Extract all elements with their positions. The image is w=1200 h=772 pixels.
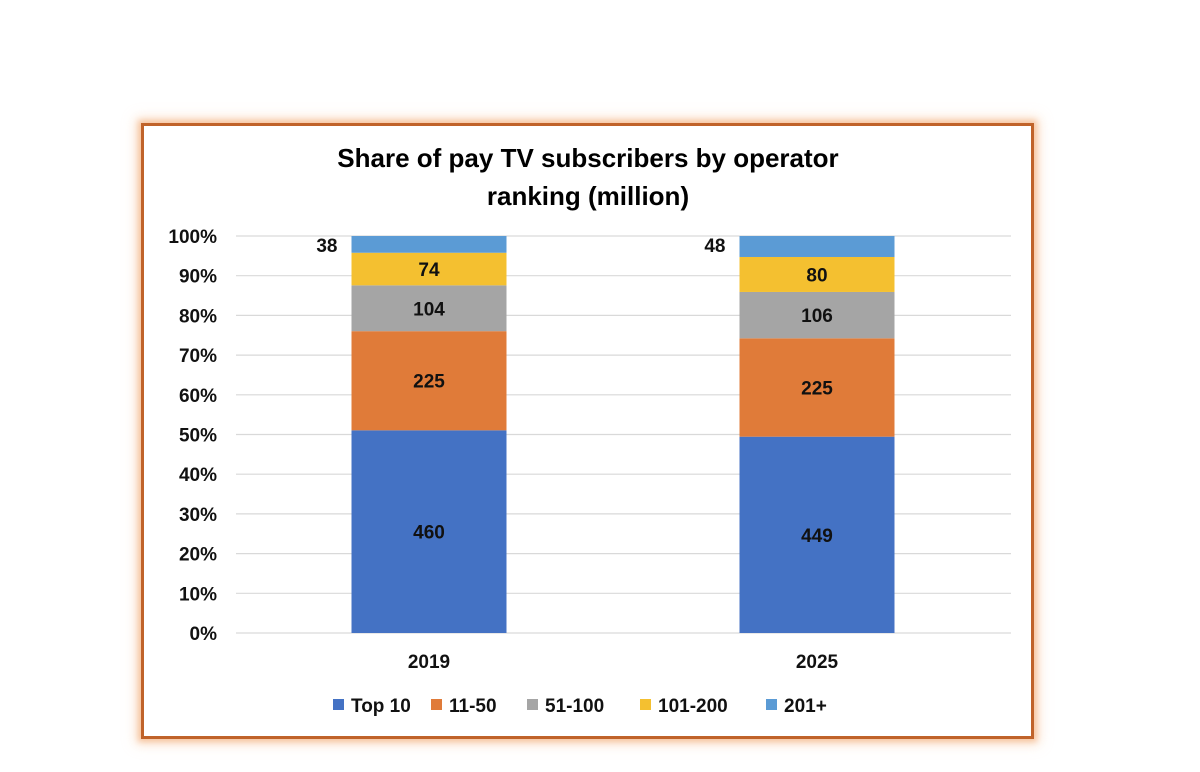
- y-tick-label: 30%: [179, 505, 217, 526]
- x-axis-categories: 2019 2025: [408, 652, 839, 673]
- bar-segment-2019-101-200: [351, 252, 507, 286]
- legend-swatch: [766, 699, 777, 710]
- data-label: 106: [801, 306, 833, 327]
- bar-segment-2025-11-50: [739, 338, 895, 437]
- data-label: 48: [704, 236, 725, 257]
- bar-segment-2025-51-100: [739, 291, 895, 339]
- data-label: 225: [413, 372, 445, 393]
- y-tick-label: 70%: [179, 346, 217, 367]
- bar-segment-2025-top-10: [739, 436, 895, 633]
- legend-item: 51-100: [527, 696, 604, 717]
- y-tick-label: 40%: [179, 465, 217, 486]
- y-tick-label: 10%: [179, 584, 217, 605]
- legend-item: 201+: [766, 696, 827, 717]
- y-tick-label: 0%: [190, 624, 218, 645]
- legend-swatch: [333, 699, 344, 710]
- legend-label: Top 10: [351, 696, 411, 717]
- legend-label: 51-100: [545, 696, 604, 717]
- data-label: 449: [801, 526, 833, 547]
- data-label: 104: [413, 299, 445, 320]
- legend-item: 101-200: [640, 696, 728, 717]
- legend-swatch: [640, 699, 651, 710]
- y-tick-label: 90%: [179, 267, 217, 288]
- legend-swatch: [527, 699, 538, 710]
- data-labels: 460 225 104 74 38 449 225 106 80 48: [316, 236, 833, 547]
- y-tick-label: 80%: [179, 306, 217, 327]
- legend-label: 101-200: [658, 696, 728, 717]
- bar-segment-2019-top-10: [351, 430, 507, 633]
- data-label: 225: [801, 378, 833, 399]
- chart-title-line-2: ranking (million): [487, 181, 689, 211]
- x-category-label: 2025: [796, 652, 839, 673]
- legend-swatch: [431, 699, 442, 710]
- data-label: 80: [806, 265, 827, 286]
- chart-title-line-1: Share of pay TV subscribers by operator: [337, 143, 838, 173]
- bar-segment-2025-101-200: [739, 256, 895, 292]
- y-tick-label: 100%: [168, 227, 217, 248]
- y-axis-ticks: 0% 10% 20% 30% 40% 50% 60% 70% 80% 90% 100%: [168, 227, 217, 645]
- y-tick-label: 60%: [179, 386, 217, 407]
- legend-label: 201+: [784, 696, 827, 717]
- legend-item: Top 10: [333, 696, 411, 717]
- bar-segment-2025-201-: [739, 236, 895, 257]
- bar-segment-2019-201-: [351, 236, 507, 253]
- data-label: 460: [413, 523, 445, 544]
- bar-segment-2019-51-100: [351, 285, 507, 332]
- y-tick-label: 50%: [179, 426, 217, 447]
- bar-segment-2019-11-50: [351, 331, 507, 431]
- bars: [351, 236, 895, 633]
- legend: Top 10 11-50 51-100 101-200 201+: [333, 696, 827, 717]
- data-label: 74: [418, 260, 440, 281]
- data-label: 38: [316, 236, 337, 257]
- x-category-label: 2019: [408, 652, 450, 673]
- legend-label: 11-50: [449, 696, 497, 717]
- legend-item: 11-50: [431, 696, 497, 717]
- y-tick-label: 20%: [179, 545, 217, 566]
